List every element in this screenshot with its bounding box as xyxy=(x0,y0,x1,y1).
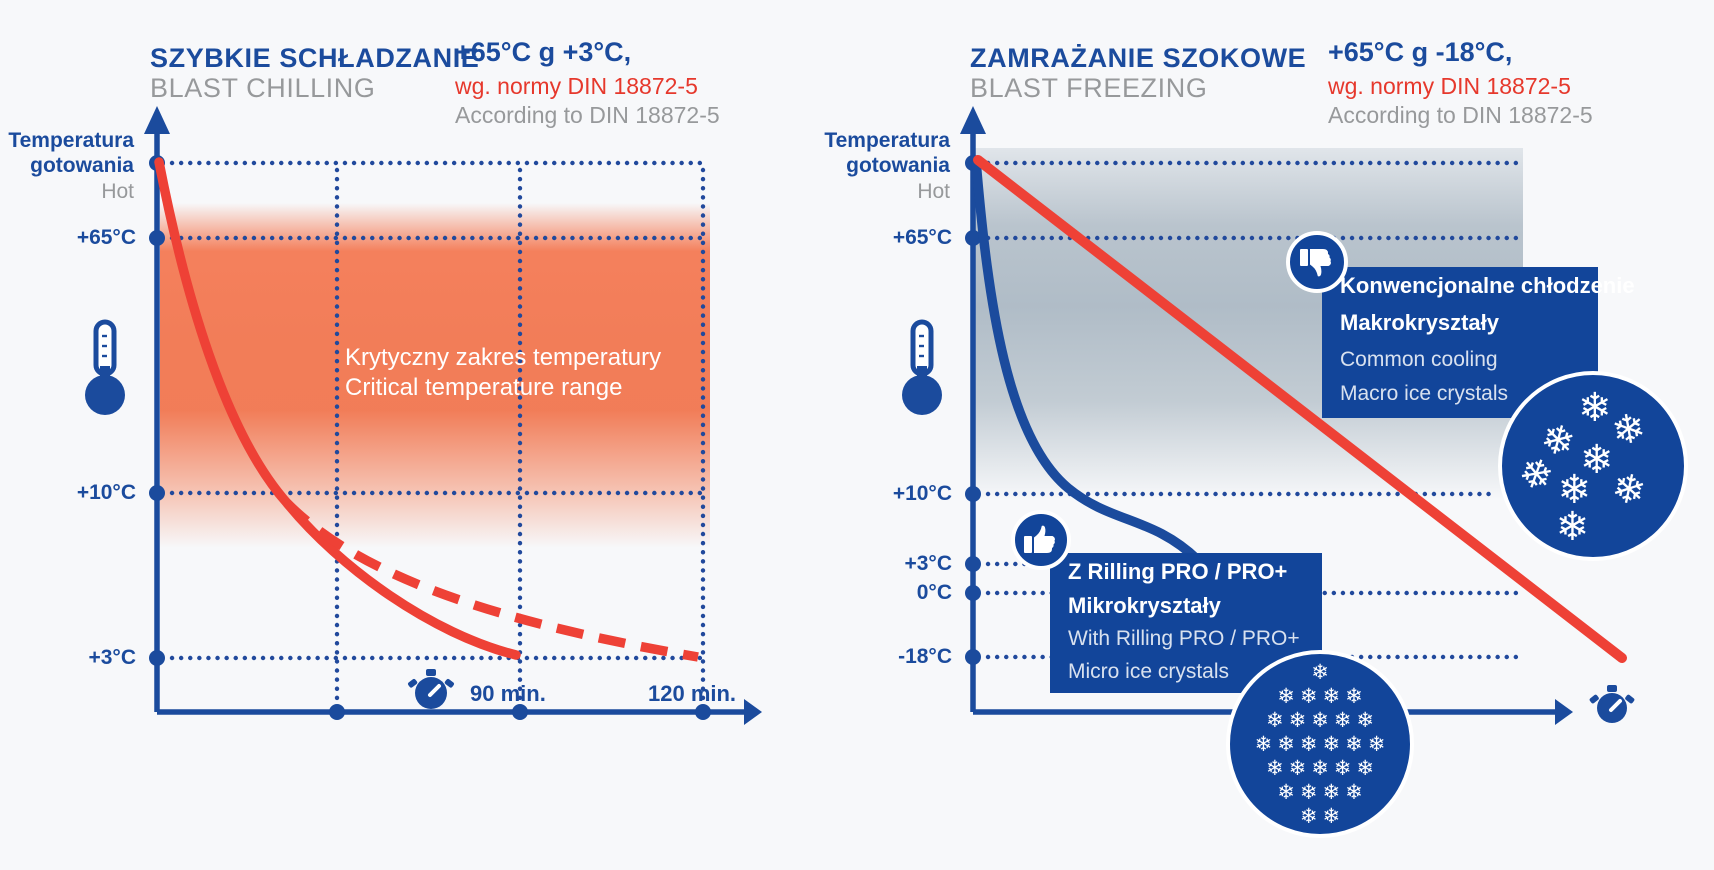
chilling-y-axis-label-2: gotowania xyxy=(30,154,134,177)
critical-range-label-en: Critical temperature range xyxy=(345,374,623,401)
snowflake-icon: ❄ xyxy=(1333,707,1352,732)
chilling-title-pl: SZYBKIE SCHŁADZANIE xyxy=(150,43,480,73)
snowflake-icon: ❄ xyxy=(1555,503,1590,550)
macro-ice-crystals-circle xyxy=(1498,371,1688,561)
snowflake-icon: ❄ xyxy=(1345,731,1363,756)
freezing-y-axis-label-hot: Hot xyxy=(917,180,950,203)
freezing-y-axis-label-2: gotowania xyxy=(846,154,950,177)
snowflake-icon: ❄ xyxy=(1578,384,1612,431)
chilling-range: +65°C g +3°C, xyxy=(455,37,632,67)
chilling-tick-3: +3°C xyxy=(88,646,136,669)
rilling-pro-label-en-2: Micro ice crystals xyxy=(1068,660,1230,683)
chilling-norm-en: According to DIN 18872-5 xyxy=(455,102,720,128)
snowflake-icon: ❄ xyxy=(1607,463,1650,516)
freezing-norm-pl: wg. normy DIN 18872-5 xyxy=(1328,73,1571,99)
snowflake-icon: ❄ xyxy=(1356,707,1375,732)
chilling-tick-10: +10°C xyxy=(76,481,136,504)
snowflake-icon: ❄ xyxy=(1311,707,1329,732)
snowflake-icon: ❄ xyxy=(1322,779,1341,804)
micro-ice-crystals-circle xyxy=(1226,650,1414,838)
chilling-axes xyxy=(144,106,762,725)
freezing-y-axis-label-1: Temperatura xyxy=(824,129,950,152)
freezing-range: +65°C g -18°C, xyxy=(1328,37,1513,67)
snowflake-icon: ❄ xyxy=(1311,755,1329,780)
thermometer-icon xyxy=(902,319,942,415)
freezing-tick-65: +65°C xyxy=(892,226,952,249)
snowflake-icon: ❄ xyxy=(1277,779,1295,804)
snowflake-icon: ❄ xyxy=(1322,683,1341,708)
stopwatch-icon xyxy=(408,669,454,709)
snowflake-icon: ❄ xyxy=(1356,755,1375,780)
common-cooling-label-pl-1: Konwencjonalne chłodzenie xyxy=(1340,273,1635,298)
chilling-title-en: BLAST CHILLING xyxy=(150,73,376,103)
freezing-tick-3: +3°C xyxy=(904,552,952,575)
snowflake-icon: ❄ xyxy=(1299,731,1318,756)
snowflake-icon: ❄ xyxy=(1345,683,1363,708)
rilling-pro-label-pl-1: Z Rilling PRO / PRO+ xyxy=(1068,559,1288,584)
snowflake-icon: ❄ xyxy=(1299,779,1318,804)
snowflake-icon: ❄ xyxy=(1299,683,1318,708)
critical-temperature-band xyxy=(160,203,710,548)
common-cooling-label-en-1: Common cooling xyxy=(1340,348,1498,371)
freezing-norm-en: According to DIN 18872-5 xyxy=(1328,102,1593,128)
freezing-tick-0: 0°C xyxy=(916,581,952,604)
thermometer-icon xyxy=(85,319,125,415)
snowflake-icon: ❄ xyxy=(1557,466,1592,513)
chilling-y-axis-label-hot: Hot xyxy=(101,180,134,203)
snowflake-icon: ❄ xyxy=(1322,803,1341,828)
stopwatch-icon xyxy=(1589,685,1635,723)
snowflake-icon: ❄ xyxy=(1265,707,1284,732)
snowflake-icon: ❄ xyxy=(1607,404,1649,456)
rilling-pro-label-pl-2: Mikrokryształy xyxy=(1068,593,1221,618)
freezing-title-en: BLAST FREEZING xyxy=(970,73,1208,103)
thumbs-down-icon xyxy=(1286,231,1348,293)
critical-range-label-pl: Krytyczny zakres temperatury xyxy=(345,344,662,371)
thumbs-up-icon xyxy=(1011,510,1071,570)
common-cooling-line xyxy=(973,155,1627,663)
blast-chilling-curve xyxy=(154,157,521,660)
chilling-y-axis-label-1: Temperatura xyxy=(8,129,134,152)
snowflake-icon: ❄ xyxy=(1288,755,1307,780)
snowflake-icon: ❄ xyxy=(1511,447,1559,503)
snowflake-icon: ❄ xyxy=(1254,731,1273,756)
snowflake-icon: ❄ xyxy=(1288,707,1307,732)
macro-snowflakes: ❄ ❄ ❄ ❄ ❄ ❄ ❄ ❄ xyxy=(1500,373,1686,559)
snowflake-icon: ❄ xyxy=(1579,436,1614,483)
chilling-xtick-120: 120 min. xyxy=(648,681,737,706)
snowflake-icon: ❄ xyxy=(1265,755,1284,780)
freezing-title-pl: ZAMRAŻANIE SZOKOWE xyxy=(970,43,1307,73)
conventional-cooling-dashed-curve xyxy=(283,499,699,662)
snowflake-icon: ❄ xyxy=(1333,755,1352,780)
chilling-xtick-90: 90 min. xyxy=(470,681,546,706)
snowflake-icon: ❄ xyxy=(1322,731,1341,756)
rilling-pro-label-en-1: With Rilling PRO / PRO+ xyxy=(1068,627,1300,650)
common-cooling-label-en-2: Macro ice crystals xyxy=(1340,382,1509,405)
chilling-tick-65: +65°C xyxy=(76,226,136,249)
snowflake-icon: ❄ xyxy=(1367,731,1386,756)
snowflake-icon: ❄ xyxy=(1311,659,1329,684)
freezing-tick-10: +10°C xyxy=(892,482,952,505)
micro-snowflakes: ❄ ❄ ❄ ❄ ❄ ❄ ❄ ❄ ❄ ❄ ❄ ❄ ❄ ❄ ❄ ❄ ❄ ❄ ❄ ❄ ❄ ❄ ❄ ❄ ❄ ❄ ❄ xyxy=(1228,652,1412,836)
snowflake-icon: ❄ xyxy=(1277,683,1295,708)
freezing-tick-m18: -18°C xyxy=(898,645,952,668)
common-cooling-label-pl-2: Makrokryształy xyxy=(1340,310,1499,335)
snowflake-icon: ❄ xyxy=(1277,731,1295,756)
chilling-norm-pl: wg. normy DIN 18872-5 xyxy=(455,73,698,99)
snowflake-icon: ❄ xyxy=(1299,803,1318,828)
snowflake-icon: ❄ xyxy=(1345,779,1363,804)
